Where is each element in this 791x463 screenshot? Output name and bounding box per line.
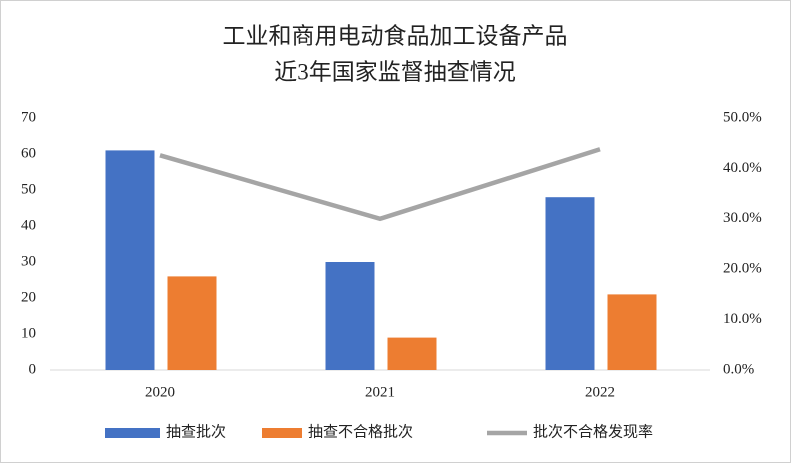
y2-tick-label: 20.0% [723,261,762,277]
y-tick-label: 50 [21,181,36,197]
y-tick-label: 40 [21,217,36,233]
y-tick-label: 70 [21,109,36,125]
x-tick-label: 2020 [145,384,175,400]
bar [105,150,155,370]
legend-label: 抽查批次 [166,423,226,440]
chart-title: 近3年国家监督抽查情况 [274,59,516,84]
bar [545,197,595,370]
x-tick-label: 2021 [365,384,395,400]
bar [167,276,217,370]
y2-tick-label: 30.0% [723,210,762,226]
y-tick-label: 60 [21,145,36,161]
y2-tick-label: 50.0% [723,109,762,125]
y2-tick-label: 40.0% [723,160,762,176]
y-tick-label: 20 [21,289,36,305]
bar [325,262,375,370]
y-tick-label: 0 [29,361,37,377]
chart-title: 工业和商用电动食品加工设备产品 [223,23,568,48]
line [159,147,601,222]
y2-tick-label: 0.0% [723,361,754,377]
y-tick-label: 30 [21,253,36,269]
bar [387,337,437,370]
bar [607,294,657,370]
x-tick-label: 2022 [585,384,615,400]
y-tick-label: 10 [21,325,36,341]
y2-tick-label: 10.0% [723,311,762,327]
legend-swatch [105,428,160,438]
legend-label: 抽查不合格批次 [308,423,413,440]
legend-label: 批次不合格发现率 [533,423,653,440]
legend-swatch [262,428,302,438]
